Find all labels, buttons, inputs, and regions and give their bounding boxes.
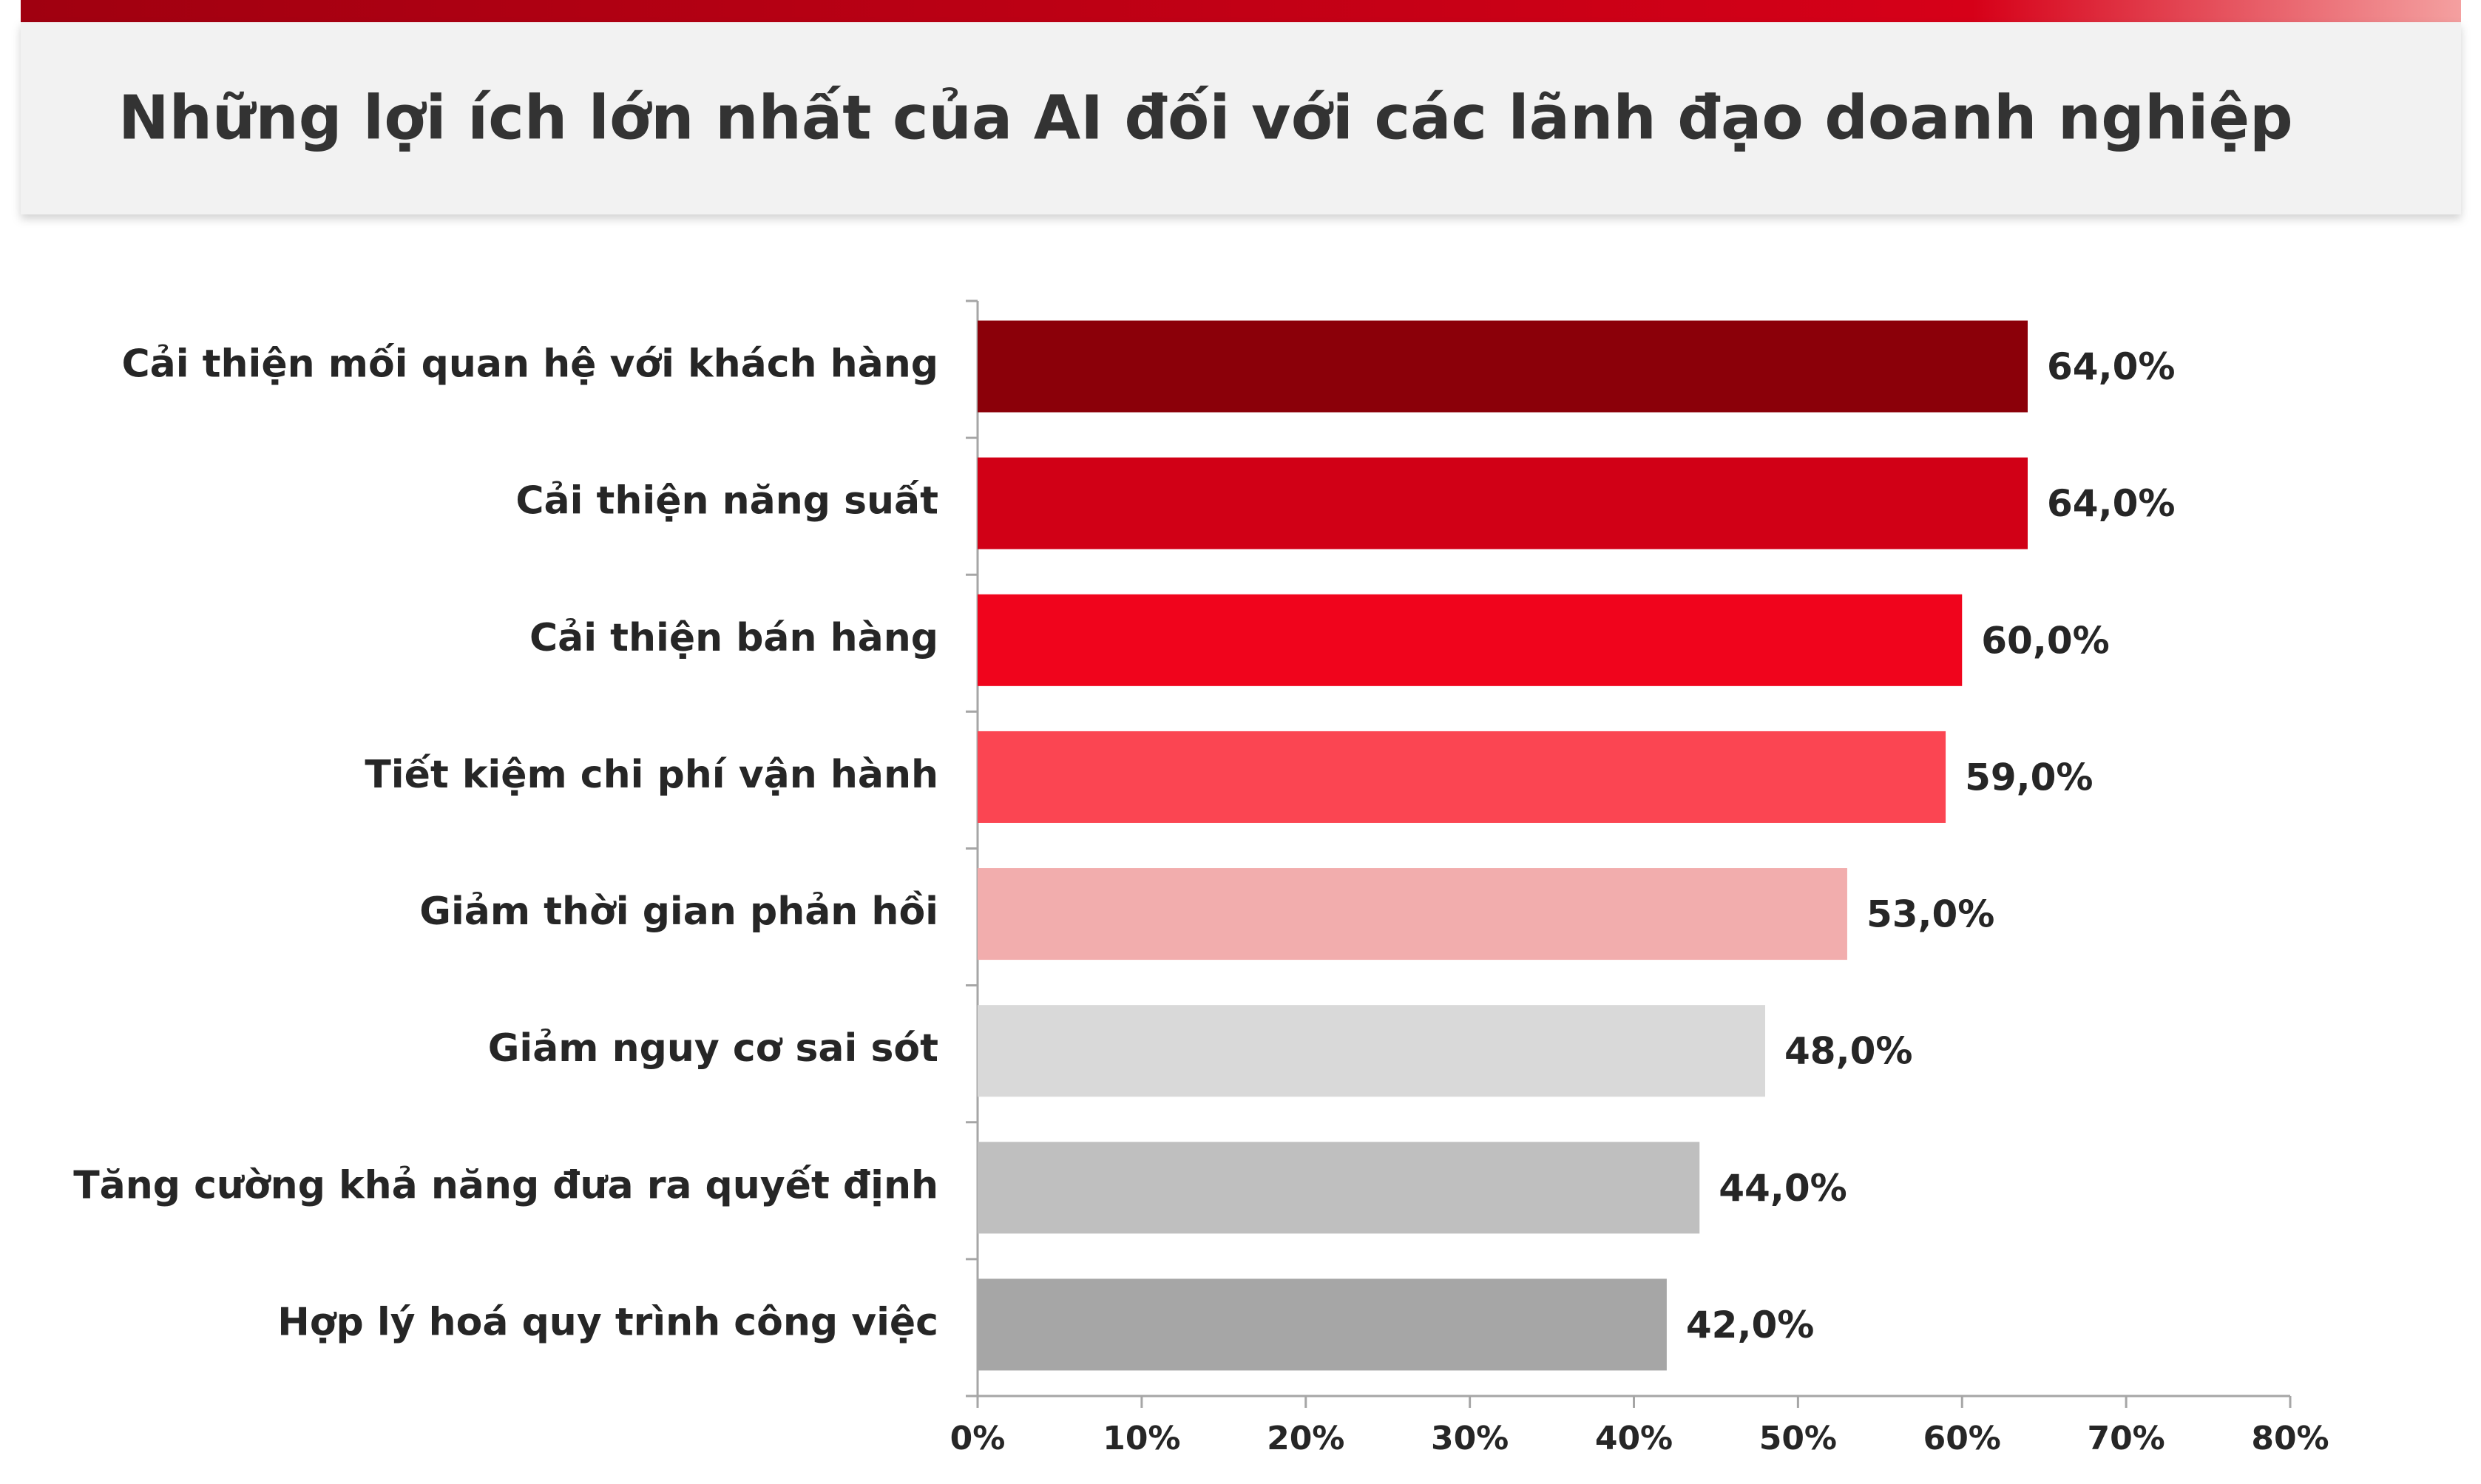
x-tick-label: 80% [2251, 1420, 2329, 1457]
bar [978, 1142, 1700, 1234]
category-label: Cải thiện bán hàng [529, 616, 938, 660]
value-label: 42,0% [1686, 1304, 1814, 1346]
value-label: 59,0% [1965, 756, 2093, 799]
bar [978, 457, 2028, 549]
category-label: Giảm thời gian phản hồi [419, 890, 938, 934]
category-label: Tiết kiệm chi phí vận hành [365, 753, 938, 797]
x-tick-label: 60% [1923, 1420, 2001, 1457]
x-tick-label: 20% [1267, 1420, 1344, 1457]
value-label: 60,0% [1981, 619, 2109, 662]
category-label: Hợp lý hoá quy trình công việc [277, 1300, 938, 1344]
value-label: 48,0% [1784, 1030, 1912, 1073]
x-tick-label: 0% [950, 1420, 1006, 1457]
value-label: 64,0% [2047, 482, 2175, 525]
value-label: 64,0% [2047, 345, 2175, 388]
category-label: Cải thiện năng suất [515, 479, 938, 524]
value-label: 53,0% [1866, 893, 1994, 936]
x-tick-label: 40% [1595, 1420, 1673, 1457]
bar [978, 1278, 1667, 1371]
category-label: Giảm nguy cơ sai sót [488, 1026, 938, 1071]
x-tick-label: 50% [1759, 1420, 1837, 1457]
bar [978, 320, 2028, 413]
header [21, 22, 2461, 214]
bar [978, 731, 1946, 823]
bar [978, 868, 1847, 960]
x-tick-label: 70% [2087, 1420, 2164, 1457]
category-label: Cải thiện mối quan hệ với khách hàng [122, 342, 939, 387]
bar [978, 1005, 1765, 1097]
chart-title: Những lợi ích lớn nhất của AI đối với cá… [118, 83, 2293, 153]
value-label: 44,0% [1719, 1167, 1847, 1210]
top-band [21, 0, 2461, 22]
bar [978, 594, 1963, 686]
category-label: Tăng cường khả năng đưa ra quyết định [73, 1163, 938, 1207]
x-tick-label: 10% [1103, 1420, 1180, 1457]
x-tick-label: 30% [1431, 1420, 1509, 1457]
